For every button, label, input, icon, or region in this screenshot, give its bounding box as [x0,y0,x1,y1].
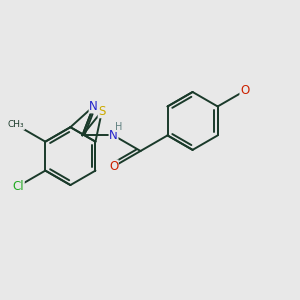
Text: N: N [89,100,98,113]
Text: H: H [116,122,123,131]
Text: Cl: Cl [13,180,24,193]
Text: O: O [109,160,118,173]
Text: CH₃: CH₃ [8,121,24,130]
Text: N: N [109,129,118,142]
Text: S: S [98,105,106,118]
Text: O: O [240,84,249,98]
